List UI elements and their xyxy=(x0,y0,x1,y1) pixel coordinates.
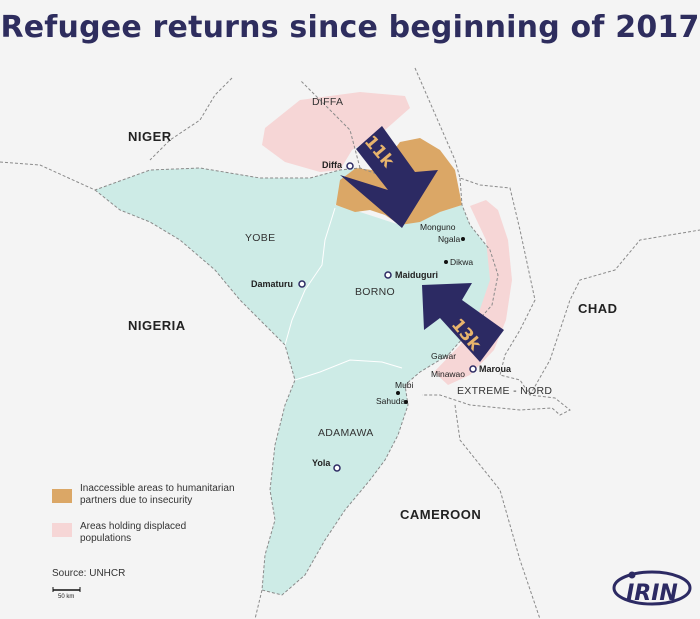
city-label-maroua: Maroua xyxy=(479,364,512,374)
international-borders xyxy=(0,67,700,619)
country-label-niger: NIGER xyxy=(128,129,172,144)
region-label-adamawa: ADAMAWA xyxy=(318,427,374,439)
city-label-minawao: Minawao xyxy=(431,369,465,379)
city-label-damaturu: Damaturu xyxy=(251,279,293,289)
legend-swatch-displaced xyxy=(52,523,72,537)
city-label-dikwa: Dikwa xyxy=(450,257,473,267)
borno-adamawa-border xyxy=(294,359,403,381)
legend-inaccessible-line1: Inaccessible areas to humanitarian xyxy=(80,483,235,494)
city-marker-sahuda xyxy=(404,400,408,404)
legend: Inaccessible areas to humanitarian partn… xyxy=(52,483,235,544)
arrow-from-cameroon: 13k xyxy=(422,283,504,362)
city-marker-mubi xyxy=(396,391,400,395)
city-label-monguno: Monguno xyxy=(420,222,456,232)
yobe-borno-border xyxy=(284,207,336,346)
scale-bar: 50 km xyxy=(52,587,81,600)
city-label-sahuda: Sahuda xyxy=(376,396,406,406)
region-label-extreme-nord: EXTREME - NORD xyxy=(457,385,552,397)
region-label-borno: BORNO xyxy=(355,286,395,298)
city-label-ngala: Ngala xyxy=(438,234,460,244)
region-label-yobe: YOBE xyxy=(245,232,275,244)
nigeria-states-area xyxy=(95,168,498,595)
city-marker-dikwa xyxy=(444,260,448,264)
irin-logo: IRIN xyxy=(612,570,692,606)
source-text: Source: UNHCR xyxy=(52,568,125,579)
logo-text: IRIN xyxy=(626,581,678,606)
city-label-gawar: Gawar xyxy=(431,351,456,361)
city-marker-maiduguri xyxy=(384,271,392,279)
city-label-mubi: Mubi xyxy=(395,380,414,390)
legend-displaced-line1: Areas holding displaced xyxy=(80,521,186,532)
country-label-chad: CHAD xyxy=(578,301,618,316)
city-markers xyxy=(298,162,477,472)
city-marker-ngala xyxy=(461,237,465,241)
logo-dot xyxy=(628,571,636,579)
city-marker-maroua xyxy=(469,365,477,373)
city-label-maiduguri: Maiduguri xyxy=(395,270,438,280)
city-label-diffa: Diffa xyxy=(322,160,343,170)
legend-displaced-line2: populations xyxy=(80,533,131,544)
city-marker-yola xyxy=(333,464,341,472)
logo-ring xyxy=(612,570,692,606)
region-label-diffa: DIFFA xyxy=(312,96,343,108)
map-title: Refugee returns since beginning of 2017 xyxy=(0,10,700,45)
legend-swatch-inaccessible xyxy=(52,489,72,503)
displaced-area-niger xyxy=(262,92,410,172)
country-label-nigeria: NIGERIA xyxy=(128,318,186,333)
city-marker-damaturu xyxy=(298,280,306,288)
scale-label: 50 km xyxy=(58,594,74,600)
legend-inaccessible-line2: partners due to insecurity xyxy=(80,495,192,506)
country-label-cameroon: CAMEROON xyxy=(400,507,481,522)
city-label-yola: Yola xyxy=(312,458,331,468)
city-marker-diffa xyxy=(346,162,354,170)
